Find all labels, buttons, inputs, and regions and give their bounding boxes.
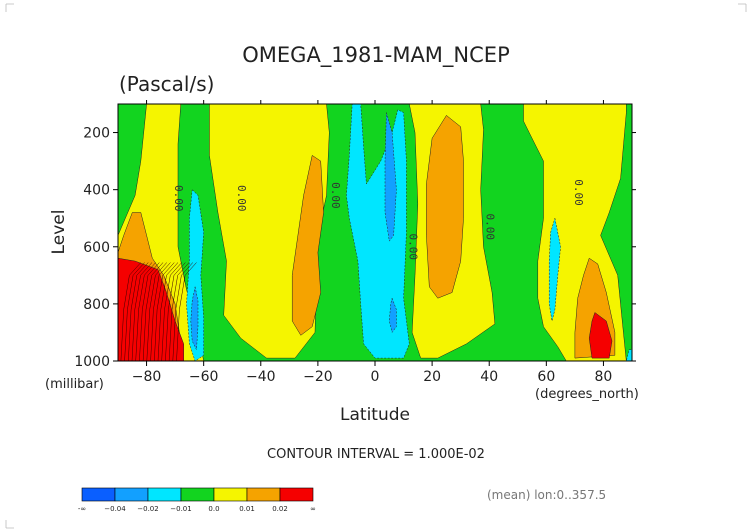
contour-label: 0.00 [483, 214, 496, 241]
hatch-contour-line [124, 262, 145, 361]
legend-boundary-label: −0.01 [170, 505, 191, 513]
legend-boundary-label: 0.0 [208, 505, 219, 513]
x-axis-label: Latitude [340, 405, 410, 425]
contour-region-lt001-17 [626, 349, 632, 361]
x-tick-label: 40 [480, 369, 498, 385]
hatch-contour-line [176, 262, 197, 361]
legend-swatch [246, 487, 281, 502]
legend-boundary-label: −0.04 [104, 505, 126, 513]
x-tick-label: −60 [189, 369, 219, 385]
contour-region-lt002-9 [384, 112, 397, 242]
legend-boundary-label: -∞ [78, 505, 86, 513]
hatch-contour-line [168, 262, 190, 361]
x-tick-label: −20 [303, 369, 333, 385]
contour-label: 0.00 [329, 182, 342, 209]
y-tick-label: 1000 [74, 354, 110, 370]
hatch-contour-line [135, 262, 156, 361]
contour-labels: 0.00 0.00 0.00 0.00 0.00 0.00 [172, 179, 585, 260]
hatch-contour-line [146, 262, 167, 361]
contour-label: 0.00 [235, 185, 248, 212]
chart-title: OMEGA_1981-MAM_NCEP [242, 43, 509, 68]
color-legend: -∞ −0.04 −0.02 −0.01 0.0 0.01 0.02 ∞ [78, 487, 316, 513]
footnote: (mean) lon:0..357.5 [487, 488, 606, 502]
y-axis-ticks: 200 400 600 800 1000 [74, 126, 636, 370]
contour-region-gt001-5 [291, 154, 324, 336]
hatch-contour-line [120, 262, 141, 361]
y-tick-label: 200 [83, 126, 110, 142]
contour-fill-regions [118, 104, 632, 361]
y-axis-label: Level [49, 210, 69, 255]
hatch-contour-line [150, 262, 171, 361]
chart-subtitle: (Pascal/s) [119, 72, 214, 96]
contour-region-lt002-7 [190, 286, 199, 351]
x-axis-ticks: −80 −60 −40 −20 0 20 40 60 80 [132, 100, 613, 385]
legend-boundary-label: ∞ [310, 505, 316, 513]
legend-swatch [213, 487, 248, 502]
legend-boundary-label: 0.01 [239, 505, 255, 513]
legend-swatch [147, 487, 182, 502]
hatch-contour-line [142, 262, 164, 361]
hatch-contour-line [172, 262, 193, 361]
legend-swatch [81, 487, 116, 502]
legend-swatch [279, 487, 314, 502]
y-tick-label: 600 [83, 240, 110, 256]
contour-label: 0.00 [172, 185, 185, 212]
crop-marks [5, 3, 747, 529]
hatch-contour-line [154, 262, 175, 361]
hatch-contour-line [139, 262, 160, 361]
hatch-contour-line [157, 262, 179, 361]
x-tick-label: 20 [423, 369, 441, 385]
hatch-contour-line [165, 262, 186, 361]
legend-boundary-label: 0.02 [272, 505, 288, 513]
x-tick-label: −40 [246, 369, 276, 385]
legend-boundary-label: −0.02 [137, 505, 158, 513]
legend-swatch [180, 487, 215, 502]
y-axis-unit: (millibar) [45, 377, 104, 392]
contour-region-lt002-10 [389, 297, 397, 333]
hatch-contour-line [161, 262, 182, 361]
contour-interval-label: CONTOUR INTERVAL = 1.000E-02 [267, 447, 485, 462]
hatched-contours [120, 262, 197, 361]
x-tick-label: 60 [537, 369, 555, 385]
hatch-contour-line [131, 262, 153, 361]
y-tick-label: 800 [83, 297, 110, 313]
contour-label: 0.00 [406, 234, 419, 261]
contour-label: 0.00 [572, 179, 585, 206]
x-tick-label: 0 [371, 369, 380, 385]
contour-region-gt002-16 [588, 312, 613, 359]
y-tick-label: 400 [83, 183, 110, 199]
x-axis-unit: (degrees_north) [535, 387, 639, 402]
contour-region-gt001-12 [426, 115, 464, 299]
contour-region-lt001-14 [548, 218, 561, 322]
legend-swatch [114, 487, 149, 502]
x-tick-label: −80 [132, 369, 162, 385]
hatch-contour-line [128, 262, 149, 361]
x-tick-label: 80 [595, 369, 613, 385]
